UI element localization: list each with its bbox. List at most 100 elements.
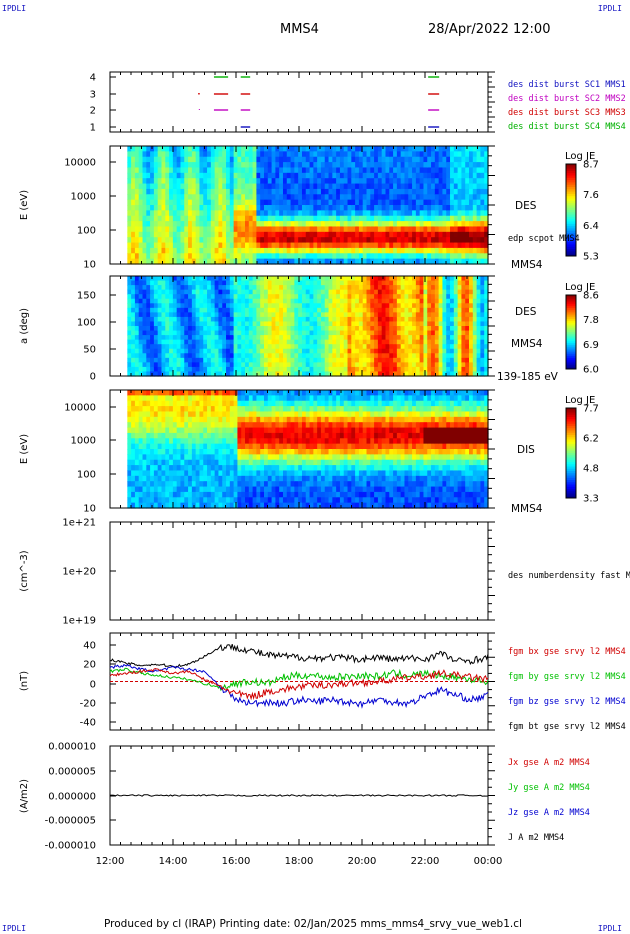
des-energy-cell bbox=[191, 178, 197, 185]
des-energy-cell bbox=[210, 210, 216, 217]
des-pitch-cell bbox=[264, 326, 269, 332]
dis-energy-cell bbox=[176, 432, 182, 439]
dis-energy-cell bbox=[176, 422, 182, 429]
des-energy-cell bbox=[385, 205, 390, 211]
des-energy-cell bbox=[176, 210, 182, 217]
des-energy-cell bbox=[484, 242, 489, 249]
des-energy-cell bbox=[199, 199, 204, 206]
des-pitch-cell bbox=[385, 348, 390, 354]
des-pitch-cell bbox=[472, 330, 478, 336]
des-pitch-cell bbox=[298, 303, 303, 309]
des-energy-cell bbox=[343, 221, 349, 228]
des-energy-cell bbox=[442, 146, 447, 152]
dis-energy-cell bbox=[195, 406, 201, 413]
des-energy-cell bbox=[339, 210, 345, 217]
des-energy-cell bbox=[237, 210, 242, 217]
des-energy-cell bbox=[142, 237, 147, 244]
des-energy-cell bbox=[434, 156, 440, 163]
des-energy-cell bbox=[366, 167, 371, 174]
des-energy-cell bbox=[298, 247, 303, 254]
des-pitch-cell bbox=[256, 326, 261, 332]
dis-energy-cell bbox=[264, 438, 269, 445]
des-energy-cell bbox=[146, 205, 151, 211]
des-pitch-cell bbox=[320, 362, 326, 368]
des-pitch-cell bbox=[207, 357, 212, 363]
des-energy-cell bbox=[461, 221, 466, 228]
des-energy-cell bbox=[131, 151, 136, 158]
des-energy-cell bbox=[203, 258, 208, 265]
des-pitch-cell bbox=[366, 312, 371, 318]
des-pitch-cell bbox=[134, 294, 140, 300]
des-energy-cell bbox=[362, 167, 368, 174]
des-energy-cell bbox=[157, 162, 163, 169]
des-energy-cell bbox=[161, 242, 166, 249]
des-pitch-cell bbox=[472, 353, 478, 359]
des-energy-cell bbox=[389, 156, 394, 163]
des-energy-cell bbox=[294, 183, 299, 190]
des-energy-cell bbox=[252, 210, 258, 217]
des-energy-cell bbox=[252, 156, 258, 163]
dis-energy-cell bbox=[245, 406, 250, 413]
des-pitch-cell bbox=[332, 353, 337, 359]
des-pitch-cell bbox=[328, 321, 333, 327]
des-pitch-cell bbox=[165, 335, 170, 341]
dis-energy-cell bbox=[153, 390, 159, 396]
des-energy-cell bbox=[233, 215, 239, 222]
des-energy-cell bbox=[165, 178, 170, 185]
des-pitch-cell bbox=[226, 307, 231, 313]
des-pitch-cell bbox=[161, 339, 166, 345]
des-energy-cell bbox=[134, 253, 140, 260]
dis-energy-cell bbox=[184, 486, 189, 493]
des-energy-cell bbox=[377, 221, 383, 228]
des-pitch-cell bbox=[180, 362, 185, 368]
des-pitch-cell bbox=[191, 303, 197, 309]
dis-energy-cell bbox=[161, 432, 166, 439]
des-pitch-cell bbox=[309, 285, 314, 291]
des-pitch-cell bbox=[469, 312, 474, 318]
des-pitch-cell bbox=[286, 303, 292, 309]
des-pitch-cell bbox=[465, 294, 470, 300]
des-energy-cell bbox=[146, 210, 151, 217]
des-pitch-cell bbox=[188, 298, 193, 304]
des-energy-cell bbox=[465, 231, 470, 238]
dis-energy-cell bbox=[127, 449, 132, 455]
des-pitch-cell bbox=[453, 326, 459, 332]
des-energy-cell bbox=[480, 215, 485, 222]
des-pitch-cell bbox=[290, 330, 295, 336]
des-pitch-cell bbox=[176, 298, 182, 304]
dis-energy-cell bbox=[260, 502, 265, 509]
des-pitch-cell bbox=[207, 335, 212, 341]
des-pitch-cell bbox=[180, 289, 185, 295]
des-energy-cell bbox=[142, 178, 147, 185]
des-pitch-cell bbox=[153, 276, 159, 282]
des-pitch-cell bbox=[465, 321, 470, 327]
des-energy-cell bbox=[237, 151, 242, 158]
des-pitch-cell bbox=[214, 335, 220, 341]
des-pitch-cell bbox=[138, 371, 144, 377]
des-pitch-cell bbox=[146, 316, 151, 323]
des-energy-cell bbox=[290, 231, 295, 238]
des-energy-cell bbox=[377, 151, 383, 158]
des-energy-cell bbox=[469, 215, 474, 222]
des-pitch-cell bbox=[347, 307, 352, 313]
des-pitch-cell bbox=[203, 371, 208, 377]
des-pitch-cell bbox=[226, 294, 231, 300]
des-energy-cell bbox=[389, 167, 394, 174]
des-pitch-cell bbox=[301, 303, 307, 309]
des-energy-cell bbox=[484, 221, 489, 228]
des-pitch-cell bbox=[313, 298, 318, 304]
des-pitch-cell bbox=[195, 371, 201, 377]
des-energy-cell bbox=[237, 178, 242, 185]
des-pitch-cell bbox=[309, 294, 314, 300]
des-pitch-cell bbox=[226, 348, 231, 354]
des-energy-cell bbox=[415, 194, 421, 201]
des-pitch-cell bbox=[226, 357, 231, 363]
des-pitch-cell bbox=[294, 339, 299, 345]
des-pitch-cell bbox=[389, 353, 394, 359]
des-pitch-cell bbox=[229, 335, 235, 341]
des-energy-cell bbox=[446, 183, 451, 190]
des-pitch-cell bbox=[332, 276, 337, 282]
des-pitch-cell bbox=[381, 294, 387, 300]
des-energy-cell bbox=[214, 215, 220, 222]
des-energy-cell bbox=[339, 156, 345, 163]
